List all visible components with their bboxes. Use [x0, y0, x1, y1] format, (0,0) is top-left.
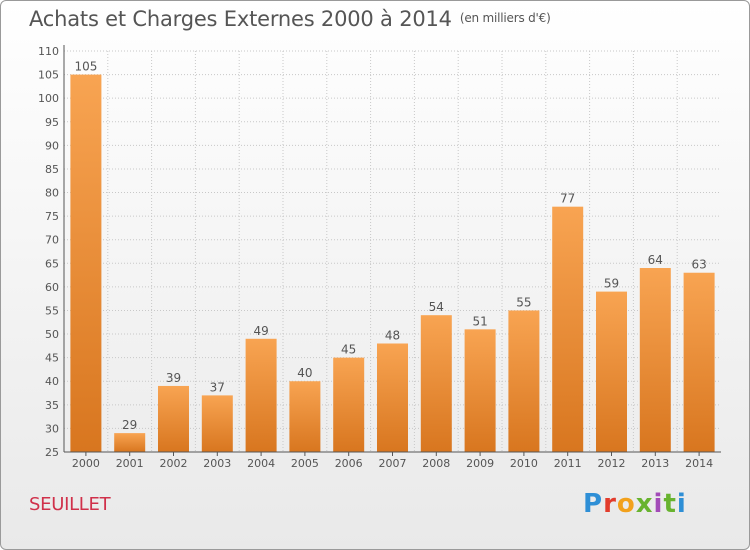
bar-2014	[683, 272, 715, 452]
bar-2000	[70, 74, 102, 453]
y-tick-label: 30	[45, 422, 59, 435]
chart-subtitle: (en milliers d'€)	[459, 11, 551, 25]
bar-2008	[420, 315, 452, 452]
x-tick-label-2000: 2000	[72, 457, 100, 470]
bar-2013	[639, 268, 671, 452]
x-tick-label-2001: 2001	[116, 457, 144, 470]
data-label-2010: 55	[516, 295, 531, 309]
data-label-2009: 51	[472, 314, 487, 328]
y-tick-label: 25	[45, 446, 59, 459]
y-tick-label: 55	[45, 304, 59, 317]
bar-2002	[158, 385, 189, 452]
bar-2010	[508, 310, 540, 452]
x-tick-label-2012: 2012	[598, 457, 626, 470]
y-tick-label: 105	[38, 69, 59, 82]
x-tick-label-2006: 2006	[335, 457, 363, 470]
bars	[70, 74, 715, 453]
proxiti-logo: Proxiti	[583, 489, 687, 519]
data-label-2001: 29	[122, 418, 137, 432]
x-tick-label-2002: 2002	[160, 457, 188, 470]
bar-2007	[377, 343, 408, 452]
x-tick-label-2014: 2014	[685, 457, 713, 470]
y-tick-label: 60	[45, 281, 59, 294]
data-label-2000: 105	[74, 60, 97, 74]
axes: 25 30 35 40 45 50 55 60 65 70 75 80 85 90 95 100 105 110 2…	[38, 45, 721, 470]
y-tick-label: 75	[45, 210, 59, 223]
y-tick-label: 50	[45, 328, 59, 341]
bar-2004	[245, 338, 277, 452]
x-tick-label-2003: 2003	[203, 457, 231, 470]
data-label-2006: 45	[341, 343, 356, 357]
data-label-2005: 40	[297, 366, 312, 380]
x-tick-label-2010: 2010	[510, 457, 538, 470]
bar-2001	[114, 433, 146, 452]
y-tick-label: 45	[45, 352, 59, 365]
bar-2003	[201, 395, 233, 452]
x-tick-label-2004: 2004	[247, 457, 275, 470]
data-label-2011: 77	[560, 192, 575, 206]
bar-2012	[596, 291, 627, 452]
data-labels: 105 29 39 37 49 40 45 48 54 51 55 77 59 64 63	[74, 60, 706, 433]
data-label-2012: 59	[604, 277, 619, 291]
chart-title-text: Achats et Charges Externes 2000 à 2014	[29, 7, 452, 31]
data-label-2013: 64	[648, 253, 663, 267]
y-tick-label: 85	[45, 163, 59, 176]
y-tick-label: 70	[45, 234, 59, 247]
y-tick-label: 35	[45, 399, 59, 412]
location-name: SEUILLET	[29, 494, 111, 515]
y-tick-label: 110	[38, 45, 59, 58]
x-tick-label-2011: 2011	[554, 457, 582, 470]
bar-2005	[289, 381, 321, 452]
y-tick-label: 90	[45, 139, 59, 152]
x-tick-label-2007: 2007	[379, 457, 407, 470]
y-tick-label: 100	[38, 92, 59, 105]
y-tick-label: 65	[45, 257, 59, 270]
data-label-2003: 37	[210, 380, 225, 394]
x-tick-label-2008: 2008	[422, 457, 450, 470]
x-tick-label-2009: 2009	[466, 457, 494, 470]
y-tick-label: 40	[45, 375, 59, 388]
bar-2011	[552, 206, 584, 452]
x-tick-label-2005: 2005	[291, 457, 319, 470]
data-label-2002: 39	[166, 371, 181, 385]
y-tick-label: 80	[45, 187, 59, 200]
bar-2009	[464, 329, 496, 452]
grid-lines	[64, 50, 721, 452]
x-tick-label-2013: 2013	[641, 457, 669, 470]
y-tick-label: 95	[45, 116, 59, 129]
chart-title: Achats et Charges Externes 2000 à 2014 (e…	[29, 7, 551, 31]
data-label-2007: 48	[385, 328, 400, 342]
data-label-2008: 54	[429, 300, 444, 314]
data-label-2014: 63	[691, 258, 706, 272]
data-label-2004: 49	[253, 324, 268, 338]
bar-2006	[333, 357, 365, 452]
